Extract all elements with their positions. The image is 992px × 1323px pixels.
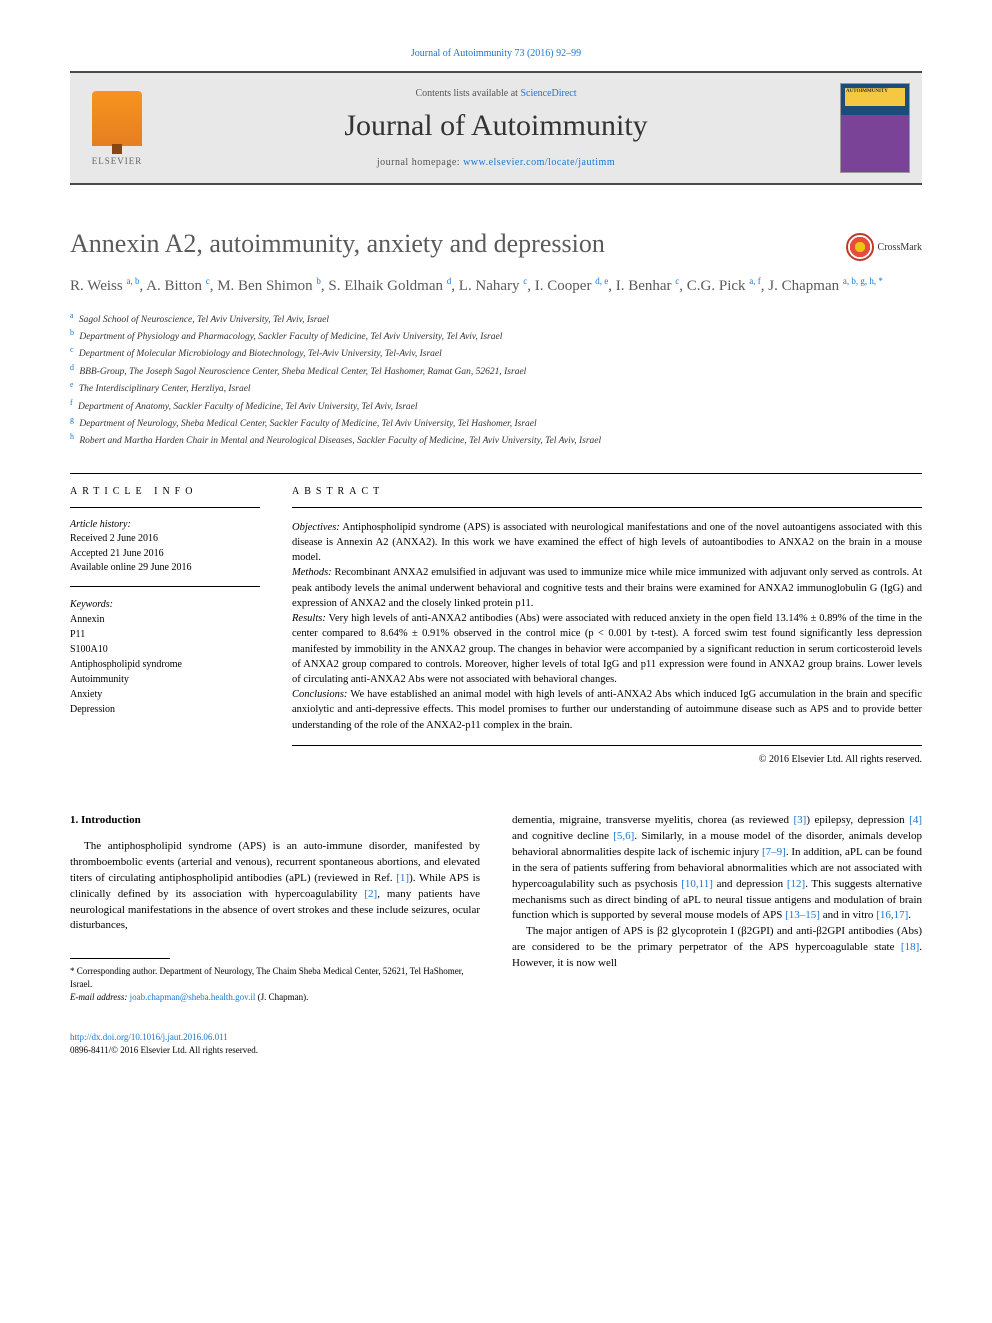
keyword-item: Annexin (70, 612, 260, 627)
crossmark-badge[interactable]: CrossMark (846, 233, 922, 261)
keyword-item: S100A10 (70, 642, 260, 657)
abstract-methods: Recombinant ANXA2 emulsified in adjuvant… (292, 567, 922, 608)
history-received: Received 2 June 2016 (70, 532, 260, 547)
history-label: Article history: (70, 518, 260, 533)
crossmark-label: CrossMark (878, 242, 922, 253)
ref-link[interactable]: [4] (909, 814, 922, 826)
copyright-line: © 2016 Elsevier Ltd. All rights reserved… (292, 754, 922, 765)
corresponding-author-text: * Corresponding author. Department of Ne… (70, 965, 480, 990)
affiliation-line: a Sagol School of Neuroscience, Tel Aviv… (70, 310, 922, 327)
keyword-item: Anxiety (70, 687, 260, 702)
abstract-methods-label: Methods: (292, 567, 332, 578)
ref-link[interactable]: [16,17] (876, 909, 908, 921)
body-text: ) epilepsy, depression (806, 814, 909, 826)
elsevier-tree-icon (92, 91, 142, 146)
crossmark-icon (846, 233, 874, 261)
affiliations-list: a Sagol School of Neuroscience, Tel Aviv… (70, 310, 922, 449)
body-text: dementia, migraine, transverse myelitis,… (512, 814, 794, 826)
ref-link[interactable]: [12] (787, 878, 805, 890)
abstract-conclusions: We have established an animal model with… (292, 689, 922, 730)
ref-link[interactable]: [7–9] (762, 846, 786, 858)
keyword-item: Antiphospholipid syndrome (70, 657, 260, 672)
page-footer: http://dx.doi.org/10.1016/j.jaut.2016.06… (70, 1031, 922, 1056)
ref-link[interactable]: [1] (396, 872, 409, 884)
section-1-heading: 1. Introduction (70, 813, 480, 829)
elsevier-label: ELSEVIER (92, 156, 143, 166)
article-info-sidebar: ARTICLE INFO Article history: Received 2… (70, 474, 260, 765)
abstract-header: ABSTRACT (292, 474, 922, 507)
abstract-results-label: Results: (292, 613, 326, 624)
issn-copyright: 0896-8411/© 2016 Elsevier Ltd. All right… (70, 1044, 922, 1057)
elsevier-logo[interactable]: ELSEVIER (82, 88, 152, 168)
affiliation-line: e The Interdisciplinary Center, Herzliya… (70, 379, 922, 396)
intro-paragraph-2: The major antigen of APS is β2 glycoprot… (512, 924, 922, 972)
body-text: and depression (713, 878, 787, 890)
email-link[interactable]: joab.chapman@sheba.health.gov.il (130, 992, 256, 1002)
homepage-prefix: journal homepage: (377, 157, 463, 168)
email-suffix: (J. Chapman). (255, 992, 308, 1002)
authors-list: R. Weiss a, b, A. Bitton c, M. Ben Shimo… (70, 275, 922, 298)
intro-paragraph-1-cont: dementia, migraine, transverse myelitis,… (512, 813, 922, 925)
corresponding-author-footnote: * Corresponding author. Department of Ne… (70, 965, 480, 1003)
journal-name: Journal of Autoimmunity (152, 109, 840, 143)
doi-link[interactable]: http://dx.doi.org/10.1016/j.jaut.2016.06… (70, 1031, 922, 1044)
affiliation-line: b Department of Physiology and Pharmacol… (70, 327, 922, 344)
affiliation-line: d BBB-Group, The Joseph Sagol Neuroscien… (70, 362, 922, 379)
abstract-objectives-label: Objectives: (292, 522, 340, 533)
body-text: . (908, 909, 911, 921)
ref-link[interactable]: [18] (901, 941, 919, 953)
journal-cover-thumbnail[interactable]: AUTOIMMUNITY (840, 83, 910, 173)
keyword-item: Depression (70, 702, 260, 717)
body-text: and in vitro (820, 909, 876, 921)
affiliation-line: g Department of Neurology, Sheba Medical… (70, 414, 922, 431)
cover-label: AUTOIMMUNITY (846, 89, 888, 94)
abstract-conclusions-label: Conclusions: (292, 689, 347, 700)
keyword-item: Autoimmunity (70, 672, 260, 687)
ref-link[interactable]: [10,11] (681, 878, 713, 890)
journal-banner: ELSEVIER Contents lists available at Sci… (70, 71, 922, 185)
sciencedirect-link[interactable]: ScienceDirect (520, 88, 576, 99)
article-title: Annexin A2, autoimmunity, anxiety and de… (70, 229, 922, 259)
abstract-results: Very high levels of anti-ANXA2 antibodie… (292, 613, 922, 685)
keywords-block: Keywords: AnnexinP11S100A10Antiphospholi… (70, 586, 260, 727)
history-accepted: Accepted 21 June 2016 (70, 547, 260, 562)
header-citation: Journal of Autoimmunity 73 (2016) 92–99 (70, 48, 922, 59)
right-column: dementia, migraine, transverse myelitis,… (512, 813, 922, 1003)
ref-link[interactable]: [13–15] (785, 909, 820, 921)
affiliation-line: h Robert and Martha Harden Chair in Ment… (70, 431, 922, 448)
contents-line: Contents lists available at ScienceDirec… (152, 88, 840, 99)
left-column: 1. Introduction The antiphospholipid syn… (70, 813, 480, 1003)
keyword-item: P11 (70, 627, 260, 642)
history-online: Available online 29 June 2016 (70, 561, 260, 576)
ref-link[interactable]: [5,6] (613, 830, 634, 842)
email-label: E-mail address: (70, 992, 127, 1002)
body-text: The major antigen of APS is β2 glycoprot… (512, 925, 922, 953)
body-text: and cognitive decline (512, 830, 613, 842)
footnote-separator (70, 958, 170, 959)
abstract-objectives: Antiphospholipid syndrome (APS) is assoc… (292, 522, 922, 563)
article-info-header: ARTICLE INFO (70, 474, 260, 507)
abstract-body: Objectives: Antiphospholipid syndrome (A… (292, 507, 922, 746)
affiliation-line: c Department of Molecular Microbiology a… (70, 344, 922, 361)
homepage-link[interactable]: www.elsevier.com/locate/jautimm (463, 157, 615, 168)
body-columns: 1. Introduction The antiphospholipid syn… (70, 813, 922, 1003)
ref-link[interactable]: [2] (364, 888, 377, 900)
article-history-block: Article history: Received 2 June 2016 Ac… (70, 507, 260, 586)
ref-link[interactable]: [3] (794, 814, 807, 826)
abstract-column: ABSTRACT Objectives: Antiphospholipid sy… (292, 474, 922, 765)
homepage-line: journal homepage: www.elsevier.com/locat… (152, 157, 840, 168)
keywords-label: Keywords: (70, 597, 260, 612)
contents-prefix: Contents lists available at (415, 88, 520, 99)
intro-paragraph-1: The antiphospholipid syndrome (APS) is a… (70, 839, 480, 935)
affiliation-line: f Department of Anatomy, Sackler Faculty… (70, 397, 922, 414)
